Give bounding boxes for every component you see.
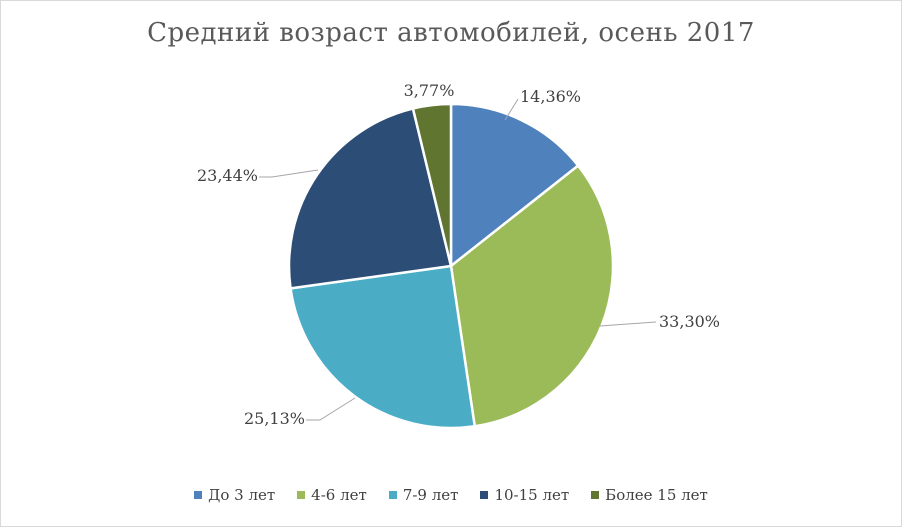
pie-slice-0 xyxy=(449,102,580,268)
data-label-1: 33,30% xyxy=(659,312,720,331)
legend-swatch-0 xyxy=(194,491,203,499)
legend-swatch-2 xyxy=(388,491,397,499)
legend-swatch-3 xyxy=(480,491,489,499)
legend-label-3: 10-15 лет xyxy=(494,486,570,504)
legend-item-0: До 3 лет xyxy=(194,486,275,504)
legend-item-3: 10-15 лет xyxy=(480,486,569,504)
legend-swatch-4 xyxy=(591,491,600,499)
legend-item-4: Более 15 лет xyxy=(591,486,708,504)
legend-label-4: Более 15 лет xyxy=(605,486,708,504)
chart-legend: До 3 лет 4-6 лет 7-9 лет 10-15 лет Более… xyxy=(0,486,902,504)
legend-label-0: До 3 лет xyxy=(208,486,276,504)
legend-item-2: 7-9 лет xyxy=(388,486,459,504)
legend-label-2: 7-9 лет xyxy=(402,486,459,504)
pie-slice-3 xyxy=(287,107,453,290)
data-label-2: 25,13% xyxy=(244,409,305,428)
legend-label-1: 4-6 лет xyxy=(311,486,367,504)
chart-title: Средний возраст автомобилей, осень 2017 xyxy=(147,18,755,48)
leader-line-3 xyxy=(259,169,319,178)
data-label-0: 14,36% xyxy=(520,87,581,106)
pie-slice-2 xyxy=(289,264,476,430)
pie-slice-4 xyxy=(411,102,453,268)
leader-line-1 xyxy=(599,321,657,327)
leader-line-0 xyxy=(504,98,519,121)
legend-swatch-1 xyxy=(297,491,306,499)
data-label-4: 3,77% xyxy=(404,81,455,100)
legend-item-1: 4-6 лет xyxy=(297,486,367,504)
data-label-3: 23,44% xyxy=(197,166,258,185)
leader-line-2 xyxy=(306,397,356,421)
